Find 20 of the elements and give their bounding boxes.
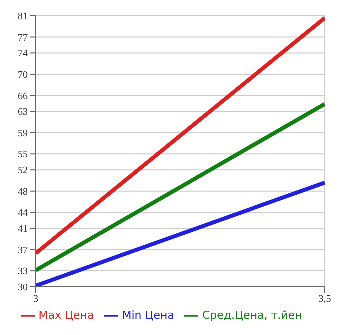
y-tick-label: 37: [18, 245, 28, 256]
legend-label: Max Цена: [38, 309, 94, 322]
x-tick-label: 3,5: [318, 294, 332, 306]
y-tick-label: 63: [18, 107, 28, 118]
y-tick-label: 59: [18, 128, 28, 140]
y-tick-label: 41: [18, 224, 28, 236]
y-tick-label: 77: [18, 32, 28, 44]
y-tick-label: 81: [18, 12, 28, 23]
y-tick-label: 48: [18, 186, 28, 198]
legend-label: Сред.Цена, т.йен: [202, 309, 302, 322]
y-tick-label: 44: [18, 208, 28, 220]
y-tick-label: 70: [18, 70, 28, 81]
y-tick-label: 33: [18, 266, 28, 278]
x-tick-label: 3: [34, 294, 38, 306]
y-tick-label: 55: [18, 150, 28, 161]
y-tick-label: 74: [18, 48, 28, 60]
y-tick-label: 66: [18, 91, 28, 102]
y-tick-label: 30: [18, 282, 28, 294]
legend-label: Min Цена: [122, 309, 174, 322]
y-tick-label: 52: [18, 166, 28, 177]
